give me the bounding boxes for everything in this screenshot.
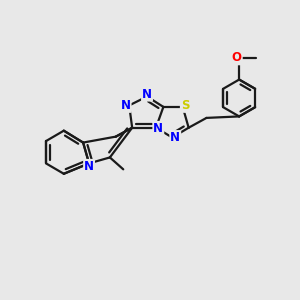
Text: N: N xyxy=(121,99,130,112)
Text: S: S xyxy=(181,99,189,112)
Text: N: N xyxy=(142,88,152,100)
Text: N: N xyxy=(84,160,94,173)
Text: N: N xyxy=(170,131,180,144)
Text: O: O xyxy=(232,51,242,64)
Text: N: N xyxy=(153,122,163,135)
